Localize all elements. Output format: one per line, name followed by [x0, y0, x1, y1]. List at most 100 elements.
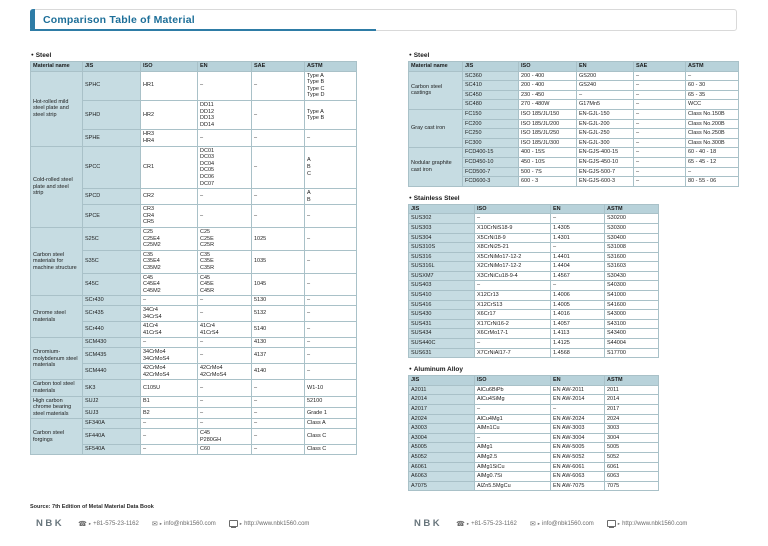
table-row: A2024 AlCu4Mg1 EN AW-2024 2024 [408, 413, 659, 425]
iso-cell: AlMg1SiCu [474, 461, 551, 473]
astm-cell: 6063 [604, 471, 659, 482]
astm-cell: 2024 [604, 413, 659, 425]
jis-cell: SC480 [462, 99, 519, 110]
astm-cell: Class C [304, 427, 357, 446]
iso-cell: ISO 185/JL/300 [518, 137, 577, 149]
astm-cell: – [304, 295, 357, 306]
en-cell: EN-GJL-250 [576, 128, 634, 139]
astm-cell: 65 - 35 [685, 89, 739, 101]
en-cell: EN AW-2011 [550, 384, 605, 396]
iso-cell: – [140, 444, 198, 455]
phone-icon: ☎ [78, 520, 87, 528]
iso-cell: X10CrNiS18-9 [474, 222, 551, 234]
en-cell: C45 C45E C45R [197, 272, 252, 297]
en-cell: – [550, 280, 605, 292]
table-row: SUS410 X12Cr13 1.4006 S41000 [408, 290, 659, 301]
phone-number: +81-575-23-1162 [93, 520, 139, 527]
jis-cell: FC250 [462, 128, 519, 139]
footer-website: ▸ http://www.nbk1560.com [228, 520, 310, 528]
iso-cell: CR3 CR4 CR5 [140, 204, 198, 229]
iso-cell: B1 [140, 395, 198, 408]
astm-cell: 2011 [604, 384, 659, 396]
sae-cell: – [633, 70, 686, 82]
email-address[interactable]: info@nbk1560.com [164, 520, 216, 527]
jis-cell: A2014 [408, 394, 475, 405]
en-cell: EN AW-2024 [550, 413, 605, 425]
table-row: S35C C35 C35E4 C35M2 C35 C35E C35R 1035– [31, 249, 357, 274]
jis-cell: SF540A [82, 444, 141, 455]
footer-email: ✉ ▸ info@nbk1560.com [152, 520, 216, 528]
table-row: SUS430 X6Cr17 1.4016 S43000 [408, 309, 659, 320]
website-url[interactable]: http://www.nbk1560.com [244, 520, 310, 527]
table-row: A3003 AlMn1Cu EN AW-3003 3003 [408, 423, 659, 434]
jis-cell: SK3 [82, 379, 141, 397]
sae-cell: 4130 [251, 337, 305, 348]
table-row: SUS431 X17CrNi16-2 1.4057 S43100 [408, 318, 659, 330]
table-row: A7075 AlZn5.5MgCu EN AW-7075 7075 [408, 480, 659, 492]
astm-cell: 2014 [604, 394, 659, 405]
iso-cell: ISO 185/JL/250 [518, 128, 577, 139]
aluminum-alloy-table: JIS ISO EN ASTM A2011 AlCu6BiPb EN AW-2011 2011… [408, 375, 659, 492]
column-header: ASTM [304, 61, 357, 72]
material-group-cell: Nodular graphite cast iron [408, 147, 463, 187]
en-cell: 1.4401 [550, 251, 605, 263]
header-row: Material name JIS ISO EN SAE ASTM [408, 61, 739, 72]
table-row: Chrome steel materials SCr430– –5130– [30, 295, 357, 339]
header-row: JIS ISO EN ASTM [408, 375, 659, 386]
table-row: Nodular graphite cast iron FCD400-15 400 -… [408, 147, 739, 187]
table-row: SCr435 34Cr4 34CrS4–5132– [31, 304, 357, 323]
en-cell: 1.4404 [550, 261, 605, 272]
jis-cell: FC300 [462, 137, 519, 149]
sae-cell: 4137 [251, 346, 305, 365]
en-cell: GS200 [576, 70, 634, 82]
website-url[interactable]: http://www.nbk1560.com [622, 520, 688, 527]
column-header: EN [550, 203, 605, 215]
table-row: Gray cast iron FC150 ISO 185/JL/150 EN-GJL-… [408, 108, 739, 149]
table-row: FCD600-3 600 - 3 EN-GJS-600-3–80 - 55 - 06 [409, 176, 739, 187]
email-address[interactable]: info@nbk1560.com [542, 520, 594, 527]
iso-cell: – [474, 432, 551, 444]
table-row: SUS631 X7CrNiAl17-7 1.4568 S17700 [408, 347, 659, 359]
astm-cell: S43000 [604, 309, 659, 320]
column-header: JIS [408, 375, 475, 386]
iso-cell: X17CrNi16-2 [474, 318, 551, 330]
en-cell: DD11 DD12 DD13 DD14 [197, 99, 252, 131]
jis-cell: S25C [82, 227, 141, 251]
sae-cell: – [251, 406, 305, 420]
iso-cell: HR2 [140, 99, 198, 131]
en-cell: EN AW-6063 [550, 471, 605, 482]
jis-cell: SCM430 [82, 337, 141, 348]
iso-cell: X6Cr17 [474, 309, 551, 320]
astm-cell: WCC [685, 99, 739, 110]
sae-cell: – [633, 118, 686, 130]
en-cell: C60 [197, 444, 252, 455]
en-cell: EN AW-5052 [550, 451, 605, 463]
column-header: ISO [474, 203, 551, 215]
table-row: FC250 ISO 185/JL/250 EN-GJL-250– Class No.2… [409, 128, 739, 139]
footer-website: ▸ http://www.nbk1560.com [606, 520, 688, 528]
column-header: EN [576, 61, 634, 72]
iso-cell: CR2 [140, 188, 198, 206]
astm-cell: Grade 1 [304, 406, 357, 420]
table-row: SUS434 X6CrMo17-1 1.4113 S43400 [408, 328, 659, 340]
jis-cell: SUS416 [408, 299, 475, 311]
jis-cell: A2024 [408, 413, 475, 425]
phone-number: +81-575-23-1162 [471, 520, 517, 527]
astm-cell: Class No.200B [685, 118, 739, 130]
astm-cell: W1-10 [304, 379, 357, 397]
iso-cell: 400 - 15S [518, 147, 577, 158]
iso-cell: ISO 185/JL/150 [518, 108, 577, 120]
table-row: SUS316L X2CrNiMo17-12-2 1.4404 S31603 [408, 261, 659, 272]
jis-cell: FCD500-7 [462, 166, 519, 178]
astm-cell: A B C [304, 145, 357, 190]
astm-cell: 60 - 30 [685, 80, 739, 91]
sae-cell: – [251, 70, 305, 101]
en-cell: – [197, 379, 252, 397]
section-label-text: Aluminum Alloy [413, 366, 463, 374]
en-cell: 1.4057 [550, 318, 605, 330]
iso-cell: C35 C35E4 C35M2 [140, 249, 198, 274]
table-row: Carbon tool steel materials SK3 C105U – – W1-… [30, 379, 357, 397]
column-header: ISO [474, 375, 551, 386]
jis-cell: SUS304 [408, 232, 475, 244]
jis-cell: SPCC [82, 145, 141, 190]
